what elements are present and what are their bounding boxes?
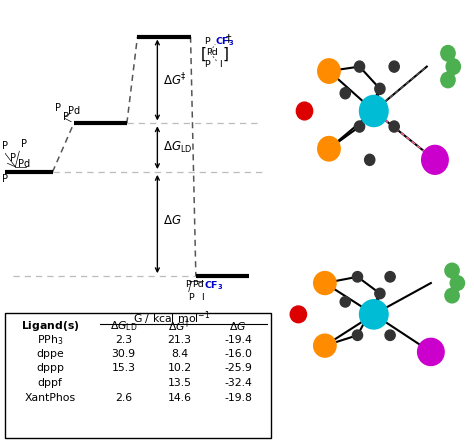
Circle shape — [355, 121, 365, 132]
Circle shape — [385, 330, 395, 341]
Circle shape — [355, 61, 365, 72]
Text: 8.4: 8.4 — [171, 349, 188, 359]
Text: P: P — [204, 60, 210, 69]
Text: Pd: Pd — [18, 159, 30, 169]
Text: $\Delta G_{\rm LD}$: $\Delta G_{\rm LD}$ — [163, 140, 192, 155]
Text: -25.9: -25.9 — [224, 363, 252, 373]
Circle shape — [318, 59, 340, 83]
Circle shape — [359, 95, 388, 127]
Text: Pd: Pd — [207, 48, 218, 57]
Circle shape — [375, 83, 385, 95]
Text: I: I — [201, 293, 204, 302]
Text: PPh$_3$: PPh$_3$ — [37, 333, 63, 347]
Text: 2.6: 2.6 — [115, 392, 132, 403]
Text: -19.4: -19.4 — [224, 335, 252, 345]
Text: P: P — [185, 280, 191, 289]
Circle shape — [389, 61, 399, 72]
Circle shape — [446, 59, 460, 75]
Text: Pd: Pd — [192, 280, 204, 289]
Circle shape — [445, 263, 459, 278]
Text: XantPhos: XantPhos — [25, 392, 76, 403]
Text: -32.4: -32.4 — [224, 378, 252, 388]
Circle shape — [290, 306, 307, 323]
Circle shape — [445, 288, 459, 303]
Text: $\mathbf{Ligand(s)}$: $\mathbf{Ligand(s)}$ — [21, 319, 80, 333]
Circle shape — [441, 72, 455, 88]
Text: -16.0: -16.0 — [224, 349, 252, 359]
Text: 10.2: 10.2 — [167, 363, 191, 373]
Text: $\bf{CF_3}$: $\bf{CF_3}$ — [215, 36, 235, 48]
Circle shape — [389, 121, 399, 132]
Text: dppe: dppe — [36, 349, 64, 359]
Text: $\Delta G$: $\Delta G$ — [163, 214, 182, 227]
Text: P: P — [63, 112, 69, 122]
Text: -19.8: -19.8 — [224, 392, 252, 403]
Circle shape — [385, 272, 395, 282]
Circle shape — [365, 155, 375, 166]
Text: 14.6: 14.6 — [167, 392, 191, 403]
Text: 15.3: 15.3 — [112, 363, 136, 373]
Circle shape — [422, 146, 448, 174]
Text: P: P — [2, 141, 8, 151]
Text: 21.3: 21.3 — [167, 335, 191, 345]
Text: G / kcal mol$^{-1}$: G / kcal mol$^{-1}$ — [133, 309, 210, 327]
Text: P: P — [204, 37, 210, 46]
Text: ]: ] — [222, 47, 228, 62]
Text: $\Delta G^{\ddagger}$: $\Delta G^{\ddagger}$ — [168, 317, 191, 334]
Circle shape — [314, 334, 336, 357]
Text: $\Delta G$: $\Delta G$ — [229, 320, 247, 332]
Circle shape — [340, 88, 350, 99]
Text: $\bf{CF_3}$: $\bf{CF_3}$ — [204, 280, 223, 292]
Text: 2.3: 2.3 — [115, 335, 132, 345]
Circle shape — [296, 102, 313, 120]
Text: $\ddagger$: $\ddagger$ — [225, 32, 232, 45]
Text: I: I — [219, 60, 222, 69]
Text: Pd: Pd — [68, 107, 81, 116]
Text: P: P — [21, 139, 27, 150]
Text: 13.5: 13.5 — [167, 378, 191, 388]
Text: $\Delta G^{\ddagger}$: $\Delta G^{\ddagger}$ — [163, 72, 187, 88]
Circle shape — [441, 46, 455, 61]
Text: P: P — [188, 293, 194, 302]
Circle shape — [450, 276, 465, 290]
Text: 30.9: 30.9 — [111, 349, 136, 359]
Circle shape — [375, 288, 385, 299]
Circle shape — [314, 272, 336, 294]
Text: [: [ — [201, 47, 207, 62]
Circle shape — [318, 137, 340, 161]
Circle shape — [340, 297, 350, 307]
Circle shape — [418, 338, 444, 365]
Text: dppp: dppp — [36, 363, 64, 373]
Text: P: P — [10, 153, 16, 163]
Text: P: P — [2, 174, 8, 184]
Circle shape — [352, 330, 363, 341]
Circle shape — [352, 272, 363, 282]
Circle shape — [359, 300, 388, 329]
Text: $\Delta G_{\rm LD}$: $\Delta G_{\rm LD}$ — [110, 319, 137, 333]
Text: P: P — [55, 103, 61, 113]
Text: dppf: dppf — [37, 378, 63, 388]
